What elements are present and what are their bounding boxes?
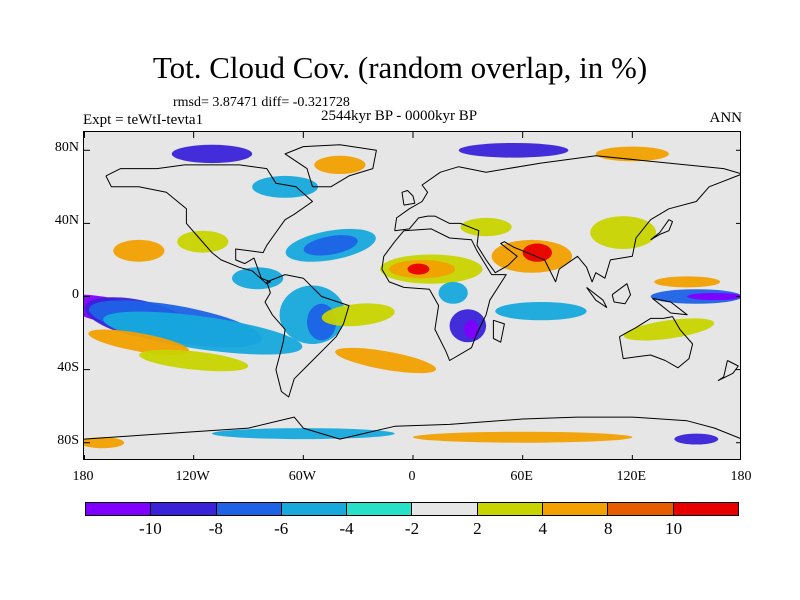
- anomaly-region-north-pacific-positive: [113, 239, 165, 262]
- anomaly-region-antarctic-negative-core: [674, 433, 719, 445]
- coastlines: [84, 144, 740, 440]
- anomaly-region-south-pacific-positive-2: [139, 349, 249, 372]
- tick-marks: [84, 132, 740, 459]
- coastline-australia: [619, 316, 694, 369]
- colorbar-label: -10: [139, 519, 162, 538]
- colorbar-swatch: [477, 503, 544, 515]
- coastline-new-zealand: [717, 360, 739, 382]
- world-map: [84, 132, 740, 459]
- colorbar-label: -8: [208, 519, 223, 538]
- coastline-uk: [401, 190, 416, 206]
- time-period-label: 2544kyr BP - 0000kyr BP: [321, 108, 478, 124]
- season-label: ANN: [709, 110, 743, 126]
- colorbar-label: -6: [274, 519, 289, 538]
- lat-tick-label: 80S: [57, 432, 79, 448]
- colorbar-swatch: [608, 503, 674, 515]
- anomaly-region-arctic-negative-2: [458, 142, 569, 158]
- colorbar-label: 10: [665, 519, 683, 538]
- coastline-africa: [381, 228, 507, 361]
- anomaly-region-arctic-negative-3: [252, 175, 318, 198]
- lon-tick-label: 180: [730, 469, 752, 484]
- lat-tick-label: 80N: [54, 140, 79, 156]
- anomaly-region-antarctic-positive-w: [84, 437, 125, 449]
- anomaly-region-south-atlantic-positive-2: [335, 347, 437, 374]
- anomaly-region-west-pacific-negative-core: [687, 292, 740, 301]
- coastline-eurasia: [394, 155, 740, 283]
- coastline-greenland: [284, 144, 377, 188]
- lat-tick-label: 0: [72, 286, 79, 302]
- lon-tick-label: 0: [408, 469, 416, 484]
- anomaly-region-east-pacific-outer: [103, 311, 303, 355]
- colorbar-label: -4: [339, 519, 354, 538]
- colorbar-swatch: [86, 503, 152, 515]
- figure-title: Tot. Cloud Cov. (random overlap, in %): [152, 50, 648, 85]
- colorbar-swatch: [281, 503, 348, 515]
- anomaly-region-indian-ocean-negative: [495, 301, 587, 321]
- anomaly-region-central-america-negative: [232, 267, 284, 290]
- anomaly-region-india-positive: [522, 243, 552, 262]
- anomaly-region-west-pacific-positive-s: [623, 318, 715, 341]
- colorbar-swatch: [151, 503, 217, 515]
- coastline-madagascar: [492, 319, 505, 343]
- colorbar-label: -2: [404, 519, 420, 538]
- anomaly-region-central-africa-negative: [438, 281, 468, 304]
- anomaly-region-southern-africa-negative-core: [464, 320, 479, 339]
- colorbar-swatch: [673, 503, 738, 515]
- anomaly-fields: [84, 142, 740, 449]
- lat-tick-label: 40N: [54, 213, 79, 229]
- experiment-label: Expt = teWtI-tevta1: [83, 112, 204, 128]
- anomaly-region-sahel-positive-max: [407, 263, 430, 275]
- coastline-new-guinea: [652, 297, 688, 316]
- lon-tick-label: 180: [72, 469, 94, 484]
- coastline-south-america: [264, 274, 350, 398]
- lon-tick-label: 120E: [616, 469, 647, 484]
- map-panel: [83, 131, 741, 460]
- coastline-antarctica-coast: [84, 416, 740, 440]
- anomaly-region-south-pacific-positive: [88, 329, 190, 355]
- anomaly-region-antarctic-band-negative: [211, 428, 395, 440]
- colorbar-label: 8: [603, 519, 613, 538]
- anomaly-region-arctic-negative-1: [171, 144, 253, 164]
- anomaly-region-east-asia-positive: [590, 216, 657, 249]
- colorbar: [85, 502, 739, 516]
- lat-tick-label: 40S: [57, 359, 79, 375]
- coastline-japan: [650, 219, 673, 241]
- rmsd-diff-stats: rmsd= 3.87471 diff= -0.321728: [173, 95, 350, 110]
- anomaly-region-west-pacific-positive-n: [654, 276, 721, 288]
- anomaly-region-south-atlantic-positive: [321, 303, 395, 327]
- lon-tick-label: 120W: [175, 469, 210, 484]
- lon-tick-label: 60E: [510, 469, 533, 484]
- colorbar-swatch: [412, 503, 478, 515]
- coastline-indonesia-sumatra: [586, 287, 608, 308]
- anomaly-region-mediterranean-positive: [460, 217, 512, 237]
- colorbar-label: 4: [538, 519, 548, 538]
- colorbar-swatch: [543, 503, 609, 515]
- anomaly-region-arctic-positive-1: [314, 155, 366, 175]
- coastline-north-america: [105, 164, 313, 285]
- colorbar-label: 2: [473, 519, 482, 538]
- anomaly-region-antarctic-band-positive: [413, 431, 633, 443]
- lon-tick-label: 60W: [288, 469, 316, 484]
- colorbar-swatch: [216, 503, 282, 515]
- coastline-borneo: [611, 283, 631, 305]
- colorbar-swatch: [347, 503, 413, 515]
- anomaly-region-atlantic-negative-inner: [303, 235, 358, 256]
